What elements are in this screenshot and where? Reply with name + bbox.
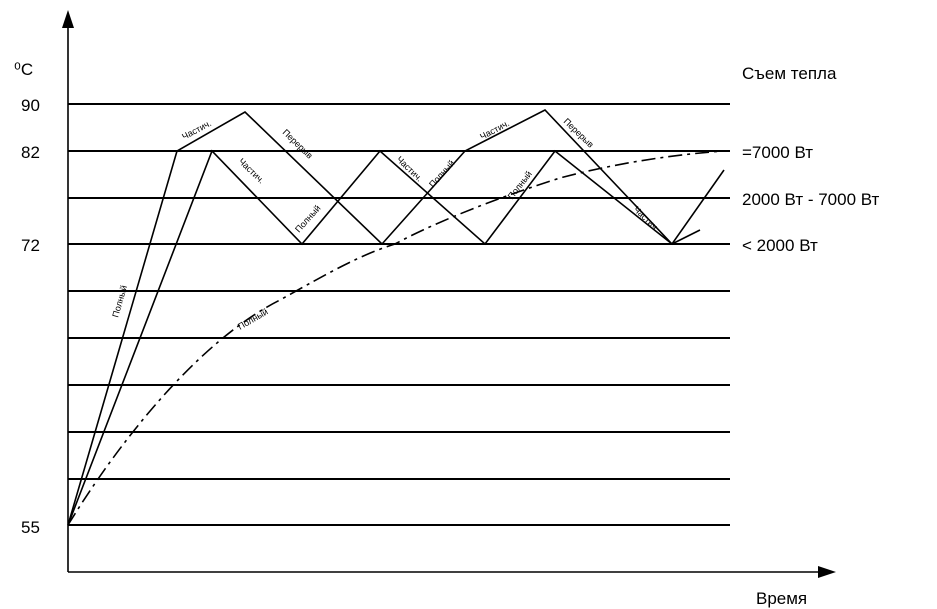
x-axis-arrow-icon bbox=[818, 566, 836, 578]
y-tick-82: 82 bbox=[21, 143, 40, 162]
y-unit-label: ⁰C bbox=[14, 60, 33, 79]
y-axis-arrow-icon bbox=[62, 10, 74, 28]
segment-label-partial: Частич. bbox=[632, 204, 662, 233]
segment-label-full: Полный bbox=[236, 307, 270, 332]
segment-label-partial: Частич. bbox=[180, 118, 213, 142]
legend-item-under-2000w: < 2000 Вт bbox=[742, 236, 818, 255]
legend-item-2000-7000w: 2000 Вт - 7000 Вт bbox=[742, 190, 880, 209]
y-tick-72: 72 bbox=[21, 236, 40, 255]
grid-lines bbox=[68, 103, 730, 526]
x-axis-label: Время bbox=[756, 589, 807, 608]
curve-7000w bbox=[67, 109, 701, 526]
y-tick-55: 55 bbox=[21, 518, 40, 537]
curve-2000-7000w bbox=[67, 149, 725, 526]
legend-item-7000w: =7000 Вт bbox=[742, 143, 813, 162]
legend-title: Съем тепла bbox=[742, 64, 837, 83]
segment-label-pause: Перерыв bbox=[281, 127, 315, 161]
curve-under-2000w bbox=[67, 150, 725, 526]
segment-label-full: Полный bbox=[427, 158, 457, 189]
segment-label-full: Полный bbox=[110, 284, 129, 318]
y-tick-90: 90 bbox=[21, 96, 40, 115]
segment-label-full: Полный bbox=[293, 203, 323, 234]
